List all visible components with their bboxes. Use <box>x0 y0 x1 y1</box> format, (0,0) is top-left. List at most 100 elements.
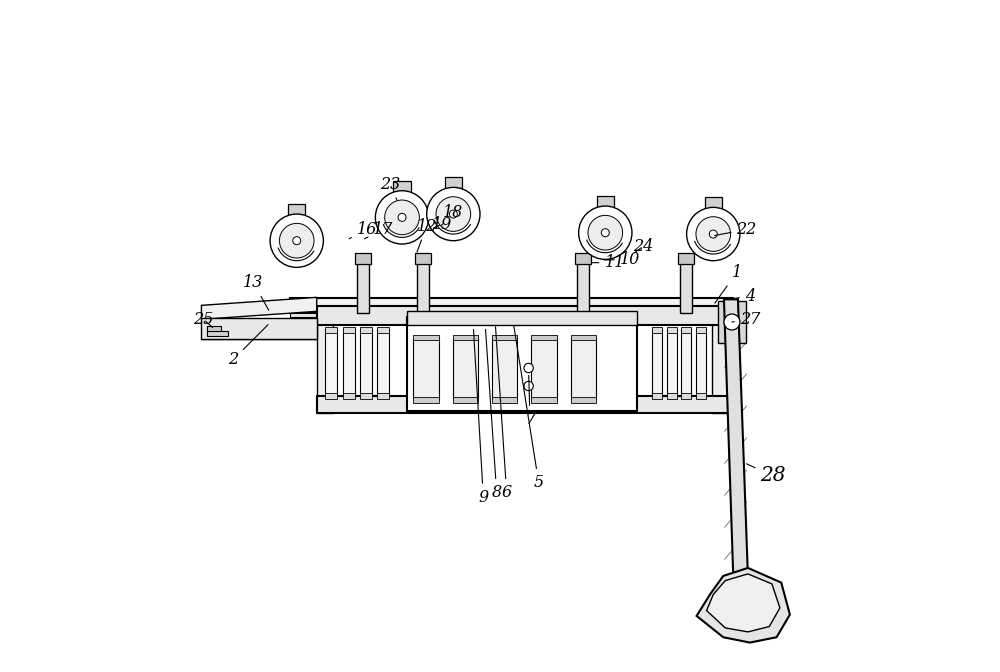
Circle shape <box>270 214 323 267</box>
Bar <box>681 327 691 333</box>
Bar <box>571 335 596 340</box>
Text: 5: 5 <box>514 325 544 491</box>
Bar <box>681 329 691 396</box>
Bar <box>317 306 729 325</box>
Text: 19: 19 <box>432 216 452 233</box>
Circle shape <box>279 223 314 258</box>
Bar <box>696 329 706 396</box>
Polygon shape <box>707 574 780 632</box>
Bar <box>577 263 589 312</box>
Text: 28: 28 <box>746 464 786 485</box>
Text: 27: 27 <box>732 311 760 328</box>
Bar <box>712 306 729 413</box>
Text: 2: 2 <box>228 325 268 368</box>
Text: 13: 13 <box>243 274 269 310</box>
Bar <box>201 318 317 339</box>
Bar <box>492 338 517 399</box>
Bar <box>652 329 662 396</box>
Bar <box>453 338 478 399</box>
Text: 25: 25 <box>193 311 214 328</box>
Bar <box>413 397 439 403</box>
Bar <box>290 309 733 317</box>
Text: 6: 6 <box>496 327 512 501</box>
Bar <box>407 317 637 411</box>
Bar <box>652 393 662 398</box>
Circle shape <box>696 216 731 251</box>
Bar <box>453 397 478 403</box>
Bar <box>343 393 355 398</box>
Text: 7: 7 <box>525 376 535 428</box>
Bar <box>290 298 733 312</box>
Bar <box>377 393 389 398</box>
Text: 4: 4 <box>731 288 755 304</box>
Bar <box>413 335 439 340</box>
Bar <box>678 253 694 264</box>
Bar <box>696 393 706 398</box>
Bar <box>571 397 596 403</box>
Bar <box>696 327 706 333</box>
Bar <box>652 327 662 333</box>
Bar <box>445 177 462 191</box>
Bar <box>492 397 517 403</box>
Bar <box>705 198 722 211</box>
Bar <box>667 393 677 398</box>
Circle shape <box>524 364 533 373</box>
Bar <box>667 329 677 396</box>
Bar <box>667 327 677 333</box>
Bar <box>531 335 557 340</box>
Text: 12: 12 <box>417 218 437 252</box>
Circle shape <box>524 381 533 390</box>
Bar <box>597 196 614 210</box>
Bar <box>492 335 517 340</box>
Bar <box>360 329 372 396</box>
Bar <box>360 393 372 398</box>
Circle shape <box>588 215 623 250</box>
Bar <box>325 327 337 333</box>
Bar <box>343 327 355 333</box>
Text: 8: 8 <box>486 329 502 501</box>
Bar <box>357 263 369 312</box>
Text: 24: 24 <box>633 237 653 255</box>
Polygon shape <box>697 568 790 642</box>
Text: 16: 16 <box>349 221 377 239</box>
Text: 18: 18 <box>441 204 463 225</box>
Bar <box>360 327 372 333</box>
Bar <box>325 393 337 398</box>
Circle shape <box>724 314 740 330</box>
Text: 10: 10 <box>604 251 640 268</box>
Polygon shape <box>201 297 317 319</box>
Circle shape <box>449 210 457 218</box>
Bar <box>531 338 557 399</box>
Bar <box>317 306 333 413</box>
Bar <box>415 253 431 264</box>
Text: 9: 9 <box>474 329 488 506</box>
Bar <box>680 263 692 312</box>
Polygon shape <box>724 299 748 576</box>
Circle shape <box>398 214 406 221</box>
Circle shape <box>687 208 740 261</box>
Circle shape <box>293 237 301 245</box>
Bar <box>207 326 221 333</box>
Bar <box>317 396 729 413</box>
Circle shape <box>436 197 471 231</box>
Bar <box>355 253 371 264</box>
Circle shape <box>427 187 480 241</box>
Bar <box>453 335 478 340</box>
Circle shape <box>579 206 632 259</box>
Circle shape <box>385 200 419 235</box>
Text: 23: 23 <box>380 175 400 200</box>
Bar <box>325 329 337 396</box>
Bar <box>718 301 746 343</box>
Bar <box>575 253 591 264</box>
Text: 17: 17 <box>365 221 393 239</box>
Bar <box>407 311 637 325</box>
Bar <box>377 327 389 333</box>
Text: 11: 11 <box>592 254 625 271</box>
Bar <box>681 393 691 398</box>
Bar <box>531 397 557 403</box>
Bar <box>288 204 305 217</box>
Bar <box>377 329 389 396</box>
Bar <box>413 338 439 399</box>
Bar <box>571 338 596 399</box>
Text: 22: 22 <box>715 221 757 238</box>
